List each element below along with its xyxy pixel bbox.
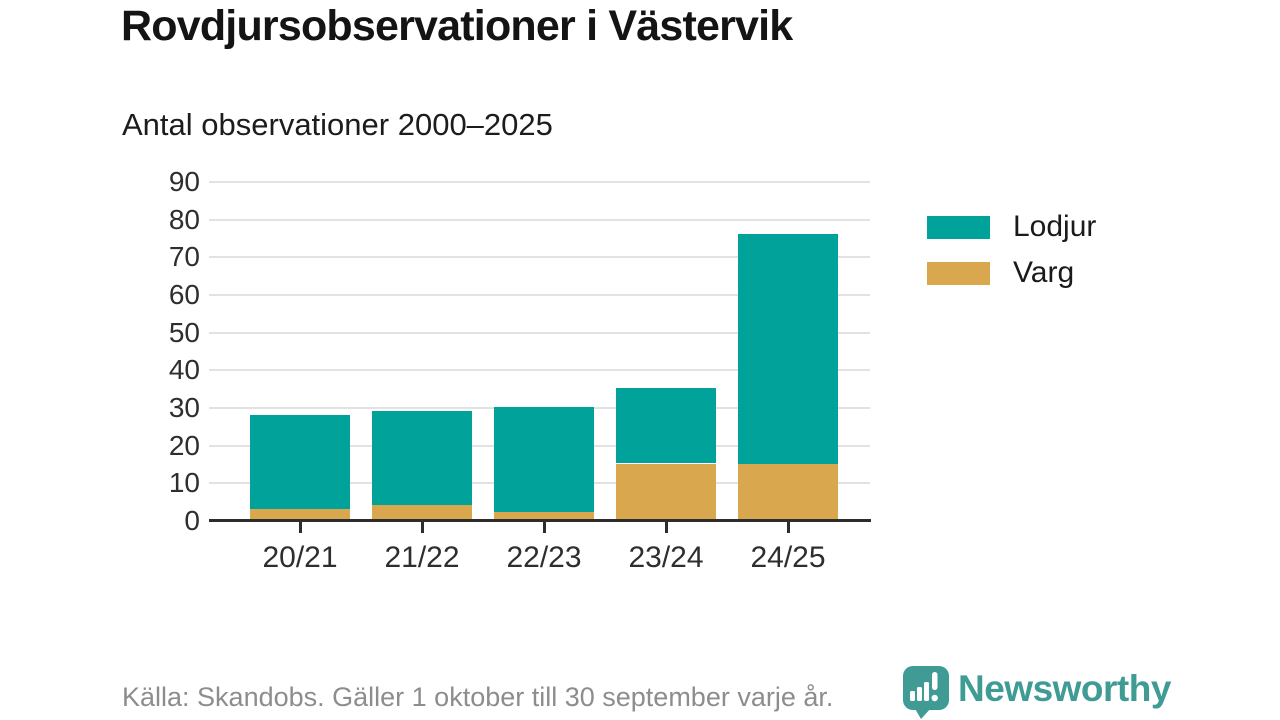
- bar-segment-lodjur-20/21: [250, 415, 350, 509]
- bar-segment-varg-21/22: [372, 505, 472, 520]
- x-axis-tick-label: 20/21: [262, 541, 338, 574]
- y-axis-tick-label: 20: [168, 430, 200, 461]
- x-axis-tick: [421, 522, 424, 533]
- y-axis-tick-label: 40: [168, 354, 200, 385]
- y-axis-tick-label: 90: [168, 166, 200, 197]
- x-axis-tick-label: 21/22: [384, 541, 460, 574]
- bar-segment-varg-22/23: [494, 512, 594, 520]
- y-axis-tick-label: 50: [168, 317, 200, 348]
- x-axis-tick-label: 22/23: [506, 541, 582, 574]
- legend-swatch-varg: [927, 262, 990, 285]
- y-axis-tick-label: 70: [168, 241, 200, 272]
- y-axis-tick-label: 30: [168, 392, 200, 423]
- bar-segment-varg-20/21: [250, 509, 350, 520]
- bar-segment-varg-23/24: [616, 464, 716, 521]
- bar-segment-varg-24/25: [738, 464, 838, 521]
- newsworthy-wordmark: Newsworthy: [958, 668, 1171, 709]
- y-axis-tick-label: 60: [168, 279, 200, 310]
- x-axis-line: [209, 519, 871, 522]
- bar-segment-lodjur-21/22: [372, 411, 472, 505]
- y-axis-tick-label: 80: [168, 204, 200, 235]
- gridline-y40: [209, 369, 870, 371]
- x-axis-tick: [543, 522, 546, 533]
- legend-swatch-lodjur: [927, 216, 990, 239]
- x-axis-tick-label: 23/24: [628, 541, 704, 574]
- source-note: Källa: Skandobs. Gäller 1 oktober till 3…: [122, 682, 834, 712]
- gridline-y90: [209, 181, 870, 183]
- bar-segment-lodjur-24/25: [738, 234, 838, 464]
- legend-label-lodjur: Lodjur: [1013, 210, 1097, 243]
- bar-segment-lodjur-23/24: [616, 388, 716, 463]
- legend-label-varg: Varg: [1013, 256, 1075, 289]
- chart-title: Rovdjursobservationer i Västervik: [121, 2, 793, 50]
- y-axis-tick-label: 10: [168, 467, 200, 498]
- x-axis-tick-label: 24/25: [750, 541, 826, 574]
- bar-segment-lodjur-22/23: [494, 407, 594, 512]
- newsworthy-logo-icon: [903, 666, 949, 719]
- gridline-y80: [209, 219, 870, 221]
- gridline-y60: [209, 294, 870, 296]
- x-axis-tick: [787, 522, 790, 533]
- gridline-y50: [209, 332, 870, 334]
- y-axis-tick-label: 0: [184, 505, 200, 536]
- chart-subtitle: Antal observationer 2000–2025: [122, 107, 553, 142]
- x-axis-tick: [299, 522, 302, 533]
- x-axis-tick: [665, 522, 668, 533]
- gridline-y70: [209, 256, 870, 258]
